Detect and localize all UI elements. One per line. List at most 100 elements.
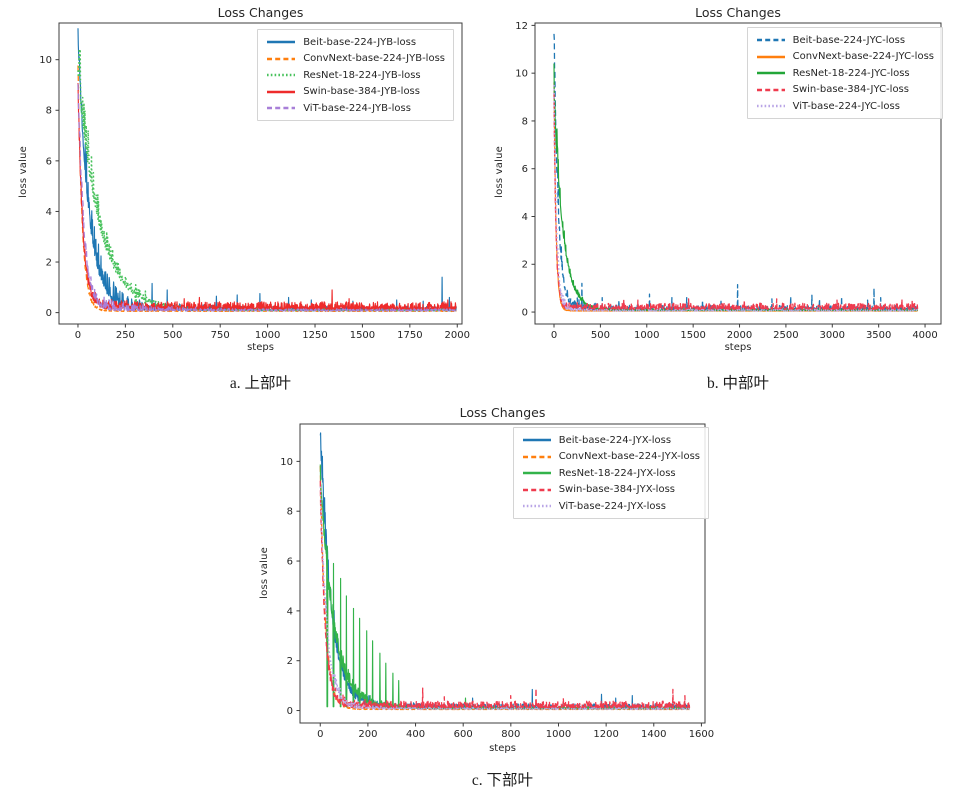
legend-box: Beit-base-224-JYC-loss ConvNext-base-224-…	[746, 27, 943, 119]
y-tick-label: 10	[515, 69, 528, 80]
x-tick-label: 0	[317, 729, 323, 740]
legend-line-sample	[522, 471, 551, 475]
plot-area-c: 0 200 400 600 800 1000 1200 1400 1600 0 2 4 6 8 10	[280, 423, 714, 740]
legend-label: Beit-base-224-JYX-loss	[558, 434, 672, 446]
x-tick-label: 2500	[773, 330, 798, 341]
x-tick-label: 2000	[727, 330, 752, 341]
x-axis-label: steps	[724, 342, 752, 353]
x-tick-label: 250	[116, 330, 135, 341]
y-tick-label: 12	[515, 21, 528, 32]
series-line-ViT-base-224-JYC-loss	[553, 84, 919, 312]
x-tick-label: 1750	[397, 330, 422, 341]
axes-frame	[299, 423, 706, 724]
y-tick-label: 8	[522, 116, 528, 127]
y-tick-label: 10	[39, 55, 52, 66]
legend-item: Beit-base-224-JYB-loss	[266, 35, 445, 49]
legend-label: ResNet-18-224-JYC-loss	[792, 67, 910, 79]
legend-line-sample	[267, 57, 296, 60]
legend-line-sample	[756, 104, 785, 108]
series-line-ViT-base-224-JYX-loss	[319, 486, 691, 711]
subfigure-caption: a. 上部叶	[229, 375, 292, 392]
legend-item: ConvNext-base-224-JYX-loss	[522, 450, 700, 464]
legend-line-sample	[522, 438, 551, 442]
x-tick-label: 1400	[641, 729, 666, 740]
legend-line-sample	[267, 106, 296, 110]
legend-label: ConvNext-base-224-JYX-loss	[558, 451, 700, 462]
legend-line-sample	[756, 88, 785, 91]
legend-item: Swin-base-384-JYB-loss	[266, 85, 445, 99]
x-tick-label: 3500	[866, 330, 891, 341]
x-axis-label: steps	[489, 743, 516, 754]
x-axis-label: steps	[247, 342, 274, 353]
legend-line-sample	[756, 55, 785, 58]
chart-b-middle-leaf: 0 500 1000 1500 2000 2500 3000 3500 4000 0 2 4 6 8 10 1…	[480, 0, 968, 398]
legend-item: ResNet-18-224-JYX-loss	[522, 466, 700, 480]
legend-line-sample	[267, 90, 296, 93]
subfigure-caption: c. 下部叶	[471, 772, 534, 789]
axes-frame	[534, 22, 942, 325]
legend-label: Swin-base-384-JYC-loss	[792, 84, 909, 95]
legend-label: Swin-base-384-JYB-loss	[303, 86, 420, 97]
subfigure-caption: b. 中部叶	[706, 375, 769, 392]
y-tick-label: 8	[287, 507, 293, 518]
legend-label: ViT-base-224-JYX-loss	[558, 500, 666, 512]
y-axis-label: loss value	[259, 547, 270, 599]
x-tick-label: 1200	[593, 729, 618, 740]
legend-item: ConvNext-base-224-JYC-loss	[756, 50, 934, 64]
series-line-ConvNext-base-224-JYB-loss	[77, 65, 457, 313]
legend-box: Beit-base-224-JYX-loss ConvNext-base-224-…	[512, 427, 709, 519]
y-tick-label: 10	[280, 457, 293, 468]
y-tick-label: 2	[46, 257, 52, 268]
legend-label: ConvNext-base-224-JYB-loss	[303, 53, 445, 64]
legend-item: ResNet-18-224-JYB-loss	[266, 68, 445, 82]
legend-item: ResNet-18-224-JYC-loss	[756, 66, 934, 80]
legend-item: ViT-base-224-JYX-loss	[522, 499, 700, 513]
x-tick-label: 3000	[820, 330, 845, 341]
legend-item: ConvNext-base-224-JYB-loss	[266, 52, 445, 66]
legend-label: ConvNext-base-224-JYC-loss	[792, 51, 934, 62]
legend-item: Beit-base-224-JYX-loss	[522, 433, 700, 447]
x-tick-label: 500	[163, 330, 182, 341]
x-tick-label: 800	[501, 729, 520, 740]
legend-item: ViT-base-224-JYC-loss	[756, 99, 934, 113]
chart-title: Loss Changes	[217, 5, 304, 20]
legend-item: Beit-base-224-JYC-loss	[756, 33, 934, 47]
series-line-Swin-base-384-JYC-loss	[553, 92, 919, 311]
x-tick-label: 500	[591, 330, 610, 341]
legend-line-sample	[522, 455, 551, 458]
legend-line-sample	[267, 40, 296, 44]
y-tick-label: 6	[46, 156, 52, 167]
x-tick-label: 600	[454, 729, 473, 740]
y-axis-label: loss value	[494, 146, 505, 198]
x-tick-label: 750	[211, 330, 230, 341]
x-tick-label: 1000	[546, 729, 571, 740]
legend-line-sample	[267, 73, 296, 77]
x-tick-label: 2000	[445, 330, 470, 341]
y-tick-label: 2	[287, 656, 293, 667]
y-tick-label: 4	[287, 606, 293, 617]
x-tick-label: 4000	[912, 330, 937, 341]
y-tick-label: 0	[46, 308, 52, 319]
x-tick-label: 400	[406, 729, 425, 740]
y-tick-label: 2	[522, 260, 528, 271]
y-tick-label: 0	[522, 307, 528, 318]
legend-label: ViT-base-224-JYC-loss	[792, 100, 900, 112]
legend-box: Beit-base-224-JYB-loss ConvNext-base-224-…	[257, 29, 454, 121]
y-tick-label: 4	[46, 207, 52, 218]
axes-frame	[58, 22, 463, 325]
legend-label: ViT-base-224-JYB-loss	[303, 102, 411, 114]
plot-area-a: 0 250 500 750 1000 1250 1500 1750 2000 0 2 4 6 8 10	[39, 22, 470, 341]
x-tick-label: 200	[358, 729, 377, 740]
series-line-Swin-base-384-JYX-loss	[319, 480, 691, 709]
series-line-ViT-base-224-JYB-loss	[77, 83, 457, 312]
y-tick-label: 8	[46, 106, 52, 117]
y-tick-label: 4	[522, 212, 528, 223]
legend-line-sample	[522, 488, 551, 491]
chart-c-lower-leaf: 0 200 400 600 800 1000 1200 1400 1600 0 2 4 6 8 10 Los…	[240, 400, 728, 798]
y-tick-label: 6	[287, 556, 293, 567]
x-tick-label: 1600	[689, 729, 714, 740]
legend-label: Beit-base-224-JYB-loss	[303, 36, 417, 48]
legend-item: Swin-base-384-JYX-loss	[522, 483, 700, 497]
x-tick-label: 1500	[680, 330, 705, 341]
